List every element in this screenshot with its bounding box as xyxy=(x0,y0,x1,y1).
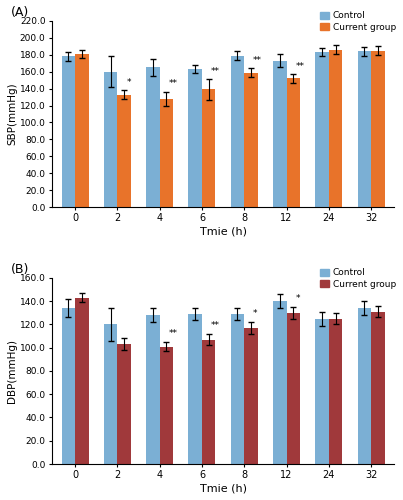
Bar xyxy=(117,94,131,207)
Bar xyxy=(315,318,329,464)
Bar xyxy=(104,324,117,464)
Legend: Control, Current group: Control, Current group xyxy=(319,268,397,289)
Bar xyxy=(104,72,117,207)
Bar xyxy=(371,50,384,207)
Y-axis label: DBP(mmHg): DBP(mmHg) xyxy=(7,339,17,403)
Bar xyxy=(189,314,202,464)
Text: (B): (B) xyxy=(11,263,29,276)
Bar xyxy=(62,308,75,464)
Bar xyxy=(329,50,342,207)
Text: **: ** xyxy=(168,80,178,88)
Bar xyxy=(231,314,244,464)
Text: **: ** xyxy=(211,66,220,76)
Bar xyxy=(329,318,342,464)
Bar xyxy=(371,312,384,464)
Text: *: * xyxy=(295,294,300,304)
Bar xyxy=(357,52,371,207)
Legend: Control, Current group: Control, Current group xyxy=(319,10,397,32)
Bar xyxy=(231,56,244,207)
Bar xyxy=(146,315,160,464)
Bar xyxy=(146,68,160,207)
Bar xyxy=(189,69,202,207)
Bar xyxy=(287,313,300,464)
Text: *: * xyxy=(253,310,258,318)
Bar xyxy=(287,78,300,207)
Text: *: * xyxy=(126,78,131,86)
X-axis label: Tmie (h): Tmie (h) xyxy=(199,483,247,493)
Bar xyxy=(273,60,287,207)
Bar xyxy=(75,54,89,207)
Bar xyxy=(244,328,258,464)
Bar xyxy=(117,344,131,464)
X-axis label: Tmie (h): Tmie (h) xyxy=(199,226,247,236)
Text: (A): (A) xyxy=(11,6,29,19)
Text: **: ** xyxy=(168,329,178,338)
Bar xyxy=(244,72,258,207)
Bar xyxy=(315,52,329,207)
Bar xyxy=(357,308,371,464)
Bar xyxy=(273,301,287,464)
Y-axis label: SBP(mmHg): SBP(mmHg) xyxy=(7,82,17,146)
Text: **: ** xyxy=(253,56,262,64)
Text: **: ** xyxy=(211,321,220,330)
Bar xyxy=(160,99,173,207)
Bar xyxy=(75,298,89,464)
Bar xyxy=(160,346,173,464)
Bar xyxy=(202,90,216,207)
Bar xyxy=(62,56,75,207)
Text: **: ** xyxy=(295,62,304,70)
Bar xyxy=(202,340,216,464)
